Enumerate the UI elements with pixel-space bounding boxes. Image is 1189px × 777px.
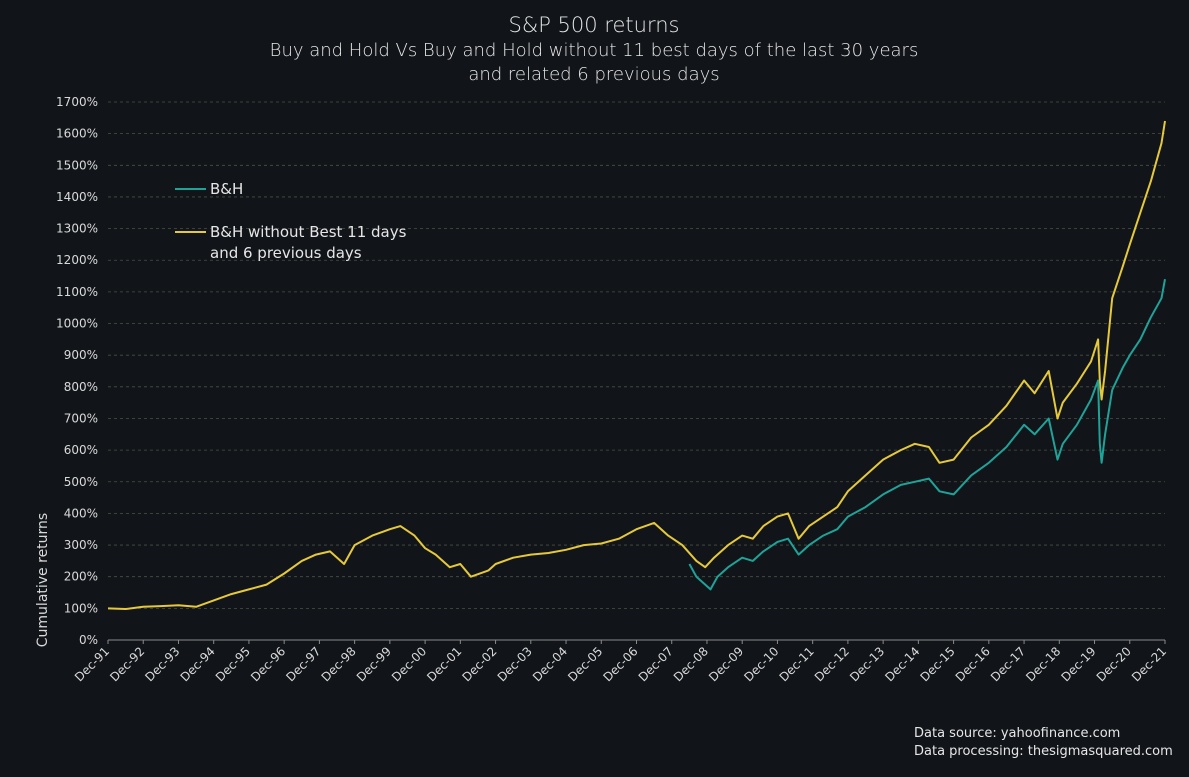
series-layer — [107, 120, 1166, 610]
chart-subtitle-line2: and related 6 previous days — [468, 64, 719, 85]
y-tick-label: 900% — [64, 348, 98, 362]
y-tick-label: 800% — [64, 380, 98, 394]
x-tick-label: Dec-04 — [530, 644, 570, 684]
x-tick-label: Dec-13 — [847, 644, 887, 684]
x-tick-label: Dec-10 — [741, 644, 781, 684]
x-tick-label: Dec-19 — [1058, 644, 1098, 684]
y-axis-label: Cumulative returns — [35, 513, 51, 647]
y-tick-label: 300% — [64, 538, 98, 552]
x-tick-label: Dec-06 — [600, 644, 640, 684]
x-tick-label: Dec-07 — [636, 644, 676, 684]
y-tick-label: 700% — [64, 411, 98, 425]
x-tick-label: Dec-08 — [671, 644, 711, 684]
x-tick-label: Dec-20 — [1094, 644, 1134, 684]
legend: B&H B&H without Best 11 days and 6 previ… — [175, 180, 411, 262]
series-line-bh-without-best — [107, 120, 1166, 610]
y-tick-label: 400% — [64, 506, 98, 520]
legend-label-line2: and 6 previous days — [210, 244, 362, 262]
x-tick-label: Dec-11 — [777, 644, 817, 684]
x-tick-label: Dec-01 — [424, 644, 464, 684]
legend-label-line1: B&H without Best 11 days — [210, 223, 407, 241]
x-tick-label: Dec-02 — [460, 644, 500, 684]
x-tick-label: Dec-92 — [107, 644, 147, 684]
chart-subtitle-line1: Buy and Hold Vs Buy and Hold without 11 … — [270, 40, 919, 61]
y-tick-label: 1400% — [56, 190, 98, 204]
x-tick-label: Dec-95 — [213, 644, 253, 684]
x-tick-labels: Dec-91Dec-92Dec-93Dec-94Dec-95Dec-96Dec-… — [72, 640, 1169, 684]
data-processing-text: Data processing: thesigmasquared.com — [914, 744, 1173, 759]
legend-label-bh: B&H — [210, 180, 243, 198]
y-tick-label: 500% — [64, 475, 98, 489]
x-tick-label: Dec-16 — [953, 644, 993, 684]
y-tick-label: 1100% — [56, 285, 98, 299]
y-tick-label: 1600% — [56, 127, 98, 141]
x-tick-label: Dec-18 — [1023, 644, 1063, 684]
y-tick-label: 1500% — [56, 158, 98, 172]
grid-layer — [108, 101, 1165, 609]
x-tick-label: Dec-91 — [72, 644, 112, 684]
x-tick-label: Dec-96 — [248, 644, 288, 684]
x-tick-label: Dec-98 — [319, 644, 359, 684]
x-tick-label: Dec-97 — [283, 644, 323, 684]
y-tick-label: 1200% — [56, 253, 98, 267]
x-tick-label: Dec-03 — [495, 644, 535, 684]
x-tick-label: Dec-99 — [354, 644, 394, 684]
y-tick-label: 1000% — [56, 317, 98, 331]
x-tick-label: Dec-15 — [918, 644, 958, 684]
y-tick-label: 1300% — [56, 222, 98, 236]
y-tick-label: 1700% — [56, 95, 98, 109]
y-tick-label: 100% — [64, 601, 98, 615]
x-tick-label: Dec-09 — [706, 644, 746, 684]
legend-label-bh-without-best: B&H without Best 11 days and 6 previous … — [210, 223, 411, 262]
y-tick-label: 200% — [64, 570, 98, 584]
x-tick-label: Dec-93 — [142, 644, 182, 684]
chart-title: S&P 500 returns — [509, 13, 680, 37]
y-tick-labels: 0% 100% 200% 300% 400% 500% 600% 700% 800% 900% 10… — [56, 95, 98, 647]
x-tick-label: Dec-17 — [988, 644, 1028, 684]
y-tick-label: 600% — [64, 443, 98, 457]
x-tick-label: Dec-21 — [1129, 644, 1169, 684]
series-line-bh — [688, 279, 1166, 591]
x-tick-label: Dec-12 — [812, 644, 852, 684]
x-tick-label: Dec-14 — [882, 644, 922, 684]
data-source-text: Data source: yahoofinance.com — [914, 726, 1120, 741]
y-tick-label: 0% — [79, 633, 98, 647]
x-tick-label: Dec-05 — [565, 644, 605, 684]
x-tick-label: Dec-00 — [389, 644, 429, 684]
x-tick-label: Dec-94 — [178, 644, 218, 684]
